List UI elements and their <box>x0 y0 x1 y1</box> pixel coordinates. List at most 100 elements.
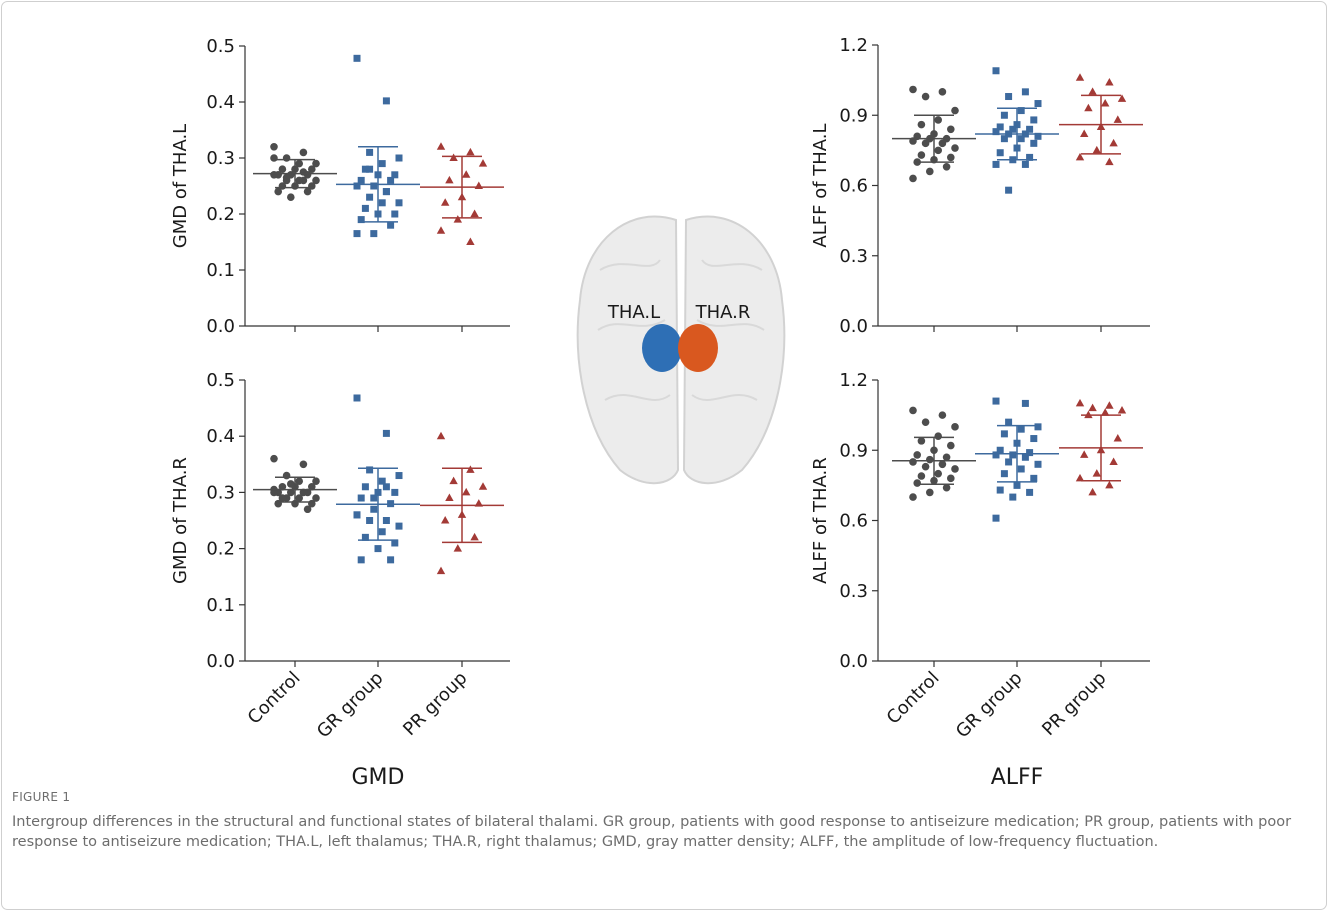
right-thalamus <box>678 324 718 372</box>
point <box>939 88 947 96</box>
point <box>304 188 312 196</box>
point <box>379 528 386 535</box>
point <box>396 199 403 206</box>
point <box>922 93 930 101</box>
point <box>445 176 453 184</box>
point <box>913 451 921 459</box>
y-tick-label: 0.3 <box>206 148 235 169</box>
point <box>918 121 926 129</box>
point <box>383 430 390 437</box>
point <box>1109 457 1117 465</box>
point <box>934 147 942 155</box>
point <box>366 194 373 201</box>
figure-label: FIGURE 1 <box>12 790 70 804</box>
point <box>475 182 483 190</box>
point <box>354 230 361 237</box>
point <box>1080 129 1088 137</box>
point <box>1005 419 1012 426</box>
point <box>300 168 308 176</box>
point <box>479 482 487 490</box>
point <box>993 451 1000 458</box>
y-tick-label: 0.0 <box>206 316 235 337</box>
point <box>466 148 474 156</box>
point <box>1101 99 1109 107</box>
point <box>370 495 377 502</box>
point <box>1018 135 1025 142</box>
point <box>947 442 955 450</box>
point <box>951 465 959 473</box>
point <box>1014 482 1021 489</box>
point <box>1088 87 1096 95</box>
point <box>943 453 951 461</box>
point <box>1080 450 1088 458</box>
point <box>437 432 445 440</box>
point <box>1114 434 1122 442</box>
y-tick-label: 0.0 <box>839 651 868 672</box>
x-tick-label: Control <box>883 668 944 729</box>
point <box>383 517 390 524</box>
point <box>274 500 282 508</box>
point <box>362 205 369 212</box>
point <box>1076 73 1084 81</box>
point <box>1018 465 1025 472</box>
x-tick-label: Control <box>244 668 305 729</box>
point <box>300 461 308 469</box>
point <box>354 183 361 190</box>
y-axis-label: ALFF of THA.L <box>810 123 831 247</box>
page: {"chart_data": [ {"type": "strip", "ylab… <box>0 0 1328 911</box>
point <box>300 149 308 157</box>
point <box>1093 469 1101 477</box>
point <box>1088 488 1096 496</box>
column-title: ALFF <box>991 765 1044 790</box>
figure-caption: Intergroup differences in the structural… <box>12 812 1302 852</box>
y-tick-label: 1.2 <box>839 370 868 391</box>
panel: 0.00.30.60.91.2ALFF of THA.RControlGR gr… <box>810 370 1150 742</box>
x-tick-label: PR group <box>1038 668 1110 740</box>
point <box>354 394 361 401</box>
y-tick-label: 0.9 <box>839 440 868 461</box>
point <box>1026 489 1033 496</box>
point <box>993 67 1000 74</box>
point <box>379 160 386 167</box>
point <box>943 163 951 171</box>
point <box>454 215 462 223</box>
point <box>270 171 278 179</box>
point <box>470 533 478 541</box>
point <box>396 155 403 162</box>
point <box>947 126 955 134</box>
point <box>283 472 291 480</box>
point <box>913 479 921 487</box>
point <box>358 556 365 563</box>
point <box>1030 140 1037 147</box>
point <box>926 489 934 497</box>
point <box>1022 400 1029 407</box>
point <box>1022 161 1029 168</box>
point <box>909 493 917 501</box>
point <box>441 198 449 206</box>
point <box>993 161 1000 168</box>
point <box>918 151 926 159</box>
point <box>437 142 445 150</box>
point <box>1118 406 1126 414</box>
point <box>370 230 377 237</box>
point <box>445 494 453 502</box>
y-tick-label: 0.5 <box>206 370 235 391</box>
point <box>939 140 947 148</box>
point <box>922 418 930 426</box>
point <box>909 407 917 415</box>
y-tick-label: 0.5 <box>206 36 235 57</box>
point <box>449 477 457 485</box>
point <box>997 149 1004 156</box>
point <box>466 238 474 246</box>
point <box>354 511 361 518</box>
y-tick-label: 0.0 <box>839 316 868 337</box>
point <box>1105 401 1113 409</box>
point <box>383 97 390 104</box>
point <box>918 437 926 445</box>
point <box>1035 423 1042 430</box>
point <box>375 545 382 552</box>
point <box>270 154 278 162</box>
point <box>1084 104 1092 112</box>
y-tick-label: 0.6 <box>839 511 868 532</box>
point <box>366 166 373 173</box>
